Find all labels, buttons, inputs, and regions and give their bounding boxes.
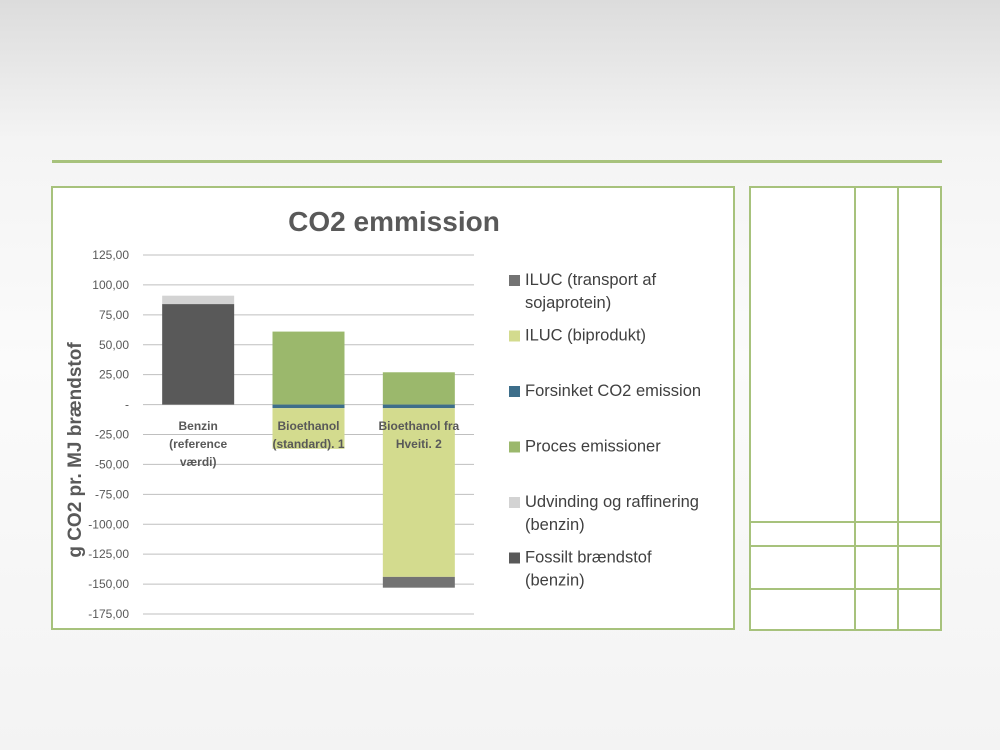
y-tick-label: -50,00 xyxy=(95,457,129,471)
bar-segment xyxy=(272,331,345,405)
legend-label: ILUC (transport af sojaprotein) xyxy=(525,271,657,312)
y-tick-label: -100,00 xyxy=(88,517,129,531)
category-label: Bioethanol (standard). 1 xyxy=(272,419,344,451)
bar-segment xyxy=(162,304,235,405)
legend: ILUC (transport af sojaprotein) ILUC (bipr… xyxy=(509,271,701,590)
legend-swatch xyxy=(509,386,520,397)
category-label: Benzin (reference værdi) xyxy=(169,419,227,469)
y-tick-label: 50,00 xyxy=(99,338,129,352)
y-tick-label: -175,00 xyxy=(88,607,129,621)
y-tick-label: 75,00 xyxy=(99,308,129,322)
bar-segment xyxy=(272,404,345,409)
y-tick-label: - xyxy=(125,398,129,412)
bar-segment xyxy=(382,372,455,405)
y-tick-label: -125,00 xyxy=(88,547,129,561)
legend-swatch xyxy=(509,275,520,286)
side-table xyxy=(749,186,942,631)
y-tick-label: 25,00 xyxy=(99,368,129,382)
table-column-divider xyxy=(897,188,899,629)
legend-label: Udvinding og raffinering (benzin) xyxy=(525,493,699,534)
header-divider xyxy=(52,160,942,163)
table-row-divider xyxy=(751,588,940,590)
chart-title: CO2 emmission xyxy=(288,206,500,237)
category-label: Bioethanol fra Hveiti. 2 xyxy=(378,419,459,451)
bars xyxy=(162,295,455,588)
legend-label: Proces emissioner xyxy=(525,438,661,456)
y-tick-label: -150,00 xyxy=(88,577,129,591)
y-tick-label: -75,00 xyxy=(95,487,129,501)
legend-label: ILUC (biprodukt) xyxy=(525,327,646,345)
bar-segment xyxy=(162,295,235,305)
table-column-divider xyxy=(854,188,856,629)
category-labels: Benzin (reference værdi) Bioethanol (standar… xyxy=(169,419,459,469)
chart-panel: CO2 emmission g CO2 pr. MJ brændstof 125… xyxy=(51,186,735,630)
bar-segment xyxy=(382,404,455,409)
legend-swatch xyxy=(509,330,520,342)
legend-swatch xyxy=(509,552,520,564)
table-row-divider xyxy=(751,521,940,523)
legend-label: Fossilt brændstof (benzin) xyxy=(525,549,652,590)
bar-segment xyxy=(382,576,455,588)
co2-emission-chart: CO2 emmission g CO2 pr. MJ brændstof 125… xyxy=(65,206,701,621)
table-row-divider xyxy=(751,545,940,547)
y-tick-label: -25,00 xyxy=(95,428,129,442)
y-tick-label: 125,00 xyxy=(92,248,129,262)
bar-segment xyxy=(382,408,455,577)
bar-segment xyxy=(272,408,345,449)
legend-swatch xyxy=(509,497,520,508)
legend-swatch xyxy=(509,441,520,453)
y-tick-labels: 125,00 100,00 75,00 50,00 25,00 - -25,00 -50,00… xyxy=(88,248,129,621)
y-tick-label: 100,00 xyxy=(92,278,129,292)
legend-label: Forsinket CO2 emission xyxy=(525,382,701,400)
y-axis-label: g CO2 pr. MJ brændstof xyxy=(65,342,86,558)
